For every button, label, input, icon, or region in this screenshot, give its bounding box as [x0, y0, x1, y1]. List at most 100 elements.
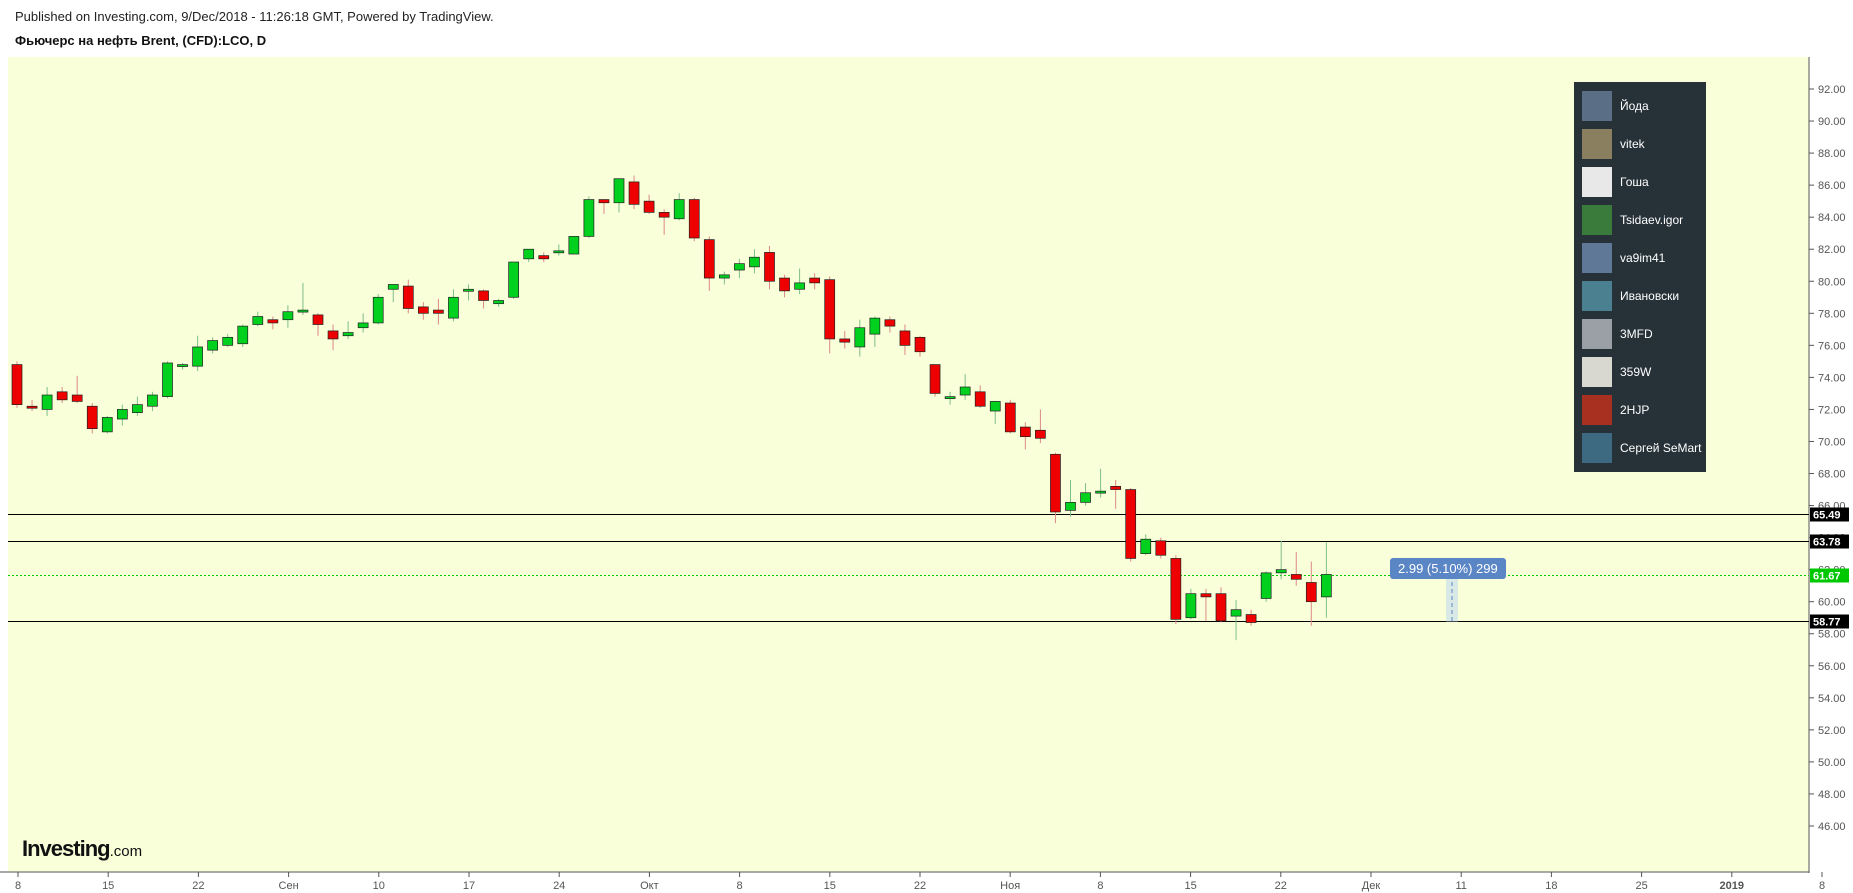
candle-up — [387, 284, 399, 290]
y-tick-label: 80.00 — [1818, 276, 1846, 288]
legend-item: Гоша — [1574, 163, 1706, 201]
legend-name: va9im41 — [1620, 251, 1666, 265]
candle-down — [86, 405, 98, 430]
plot-background — [8, 57, 1809, 872]
candle-down — [1170, 558, 1182, 620]
y-tick-label: 90.00 — [1818, 116, 1846, 128]
candle-up — [673, 199, 685, 220]
candle-up — [1065, 502, 1076, 511]
candle-up — [162, 362, 173, 397]
legend-name: Tsidaev.igor — [1620, 213, 1684, 227]
x-tick-label: 18 — [1545, 880, 1557, 892]
y-tick-label: 46.00 — [1818, 821, 1846, 833]
x-tick-label: 17 — [463, 880, 475, 892]
candle-down — [764, 252, 775, 282]
candle-up — [718, 274, 730, 279]
candle-up — [207, 340, 218, 351]
candle-up — [282, 311, 294, 321]
candle-down — [1200, 593, 1212, 598]
y-tick-label: 68.00 — [1818, 469, 1846, 481]
legend-item: Сергей SeMart — [1574, 429, 1706, 467]
candle-down — [418, 306, 429, 314]
legend-item: vitek — [1574, 125, 1706, 163]
candle-down — [1155, 540, 1167, 556]
price-badge-label: 63.78 — [1813, 537, 1841, 549]
y-tick-label: 88.00 — [1818, 148, 1846, 160]
x-tick-label: 15 — [824, 880, 836, 892]
published-note: Published on Investing.com, 9/Dec/2018 -… — [15, 9, 494, 24]
candle-down — [1019, 426, 1031, 438]
legend-item: Ивановски — [1574, 277, 1706, 315]
x-tick-label: 11 — [1455, 880, 1466, 892]
y-tick-label: 82.00 — [1818, 244, 1846, 256]
candle-down — [433, 309, 444, 314]
y-tick-label: 84.00 — [1818, 212, 1846, 224]
y-tick-label: 70.00 — [1818, 436, 1846, 448]
candle-up — [734, 263, 745, 271]
candle-down — [478, 290, 489, 301]
price-badge-label: 65.49 — [1813, 510, 1841, 522]
candle-down — [1050, 453, 1061, 513]
candle-up — [357, 322, 369, 329]
candle-up — [342, 332, 354, 337]
x-tick-label: Дек — [1362, 880, 1381, 892]
candle-down — [56, 391, 68, 401]
candle-up — [448, 296, 459, 319]
y-tick-label: 54.00 — [1818, 693, 1846, 705]
y-tick-label: 60.00 — [1818, 597, 1846, 609]
y-tick-label: 78.00 — [1818, 308, 1846, 320]
candle-down — [899, 330, 911, 346]
candle-down — [779, 277, 790, 292]
legend-item: va9im41 — [1574, 239, 1706, 277]
candle-down — [703, 239, 715, 279]
candle-down — [688, 199, 700, 239]
candle-up — [252, 316, 264, 325]
y-tick-label: 92.00 — [1818, 84, 1846, 96]
candle-up — [132, 404, 143, 413]
legend-name: 3MFD — [1620, 327, 1653, 341]
candle-down — [1290, 574, 1302, 580]
legend-name: 359W — [1620, 365, 1652, 379]
x-tick-label: 15 — [102, 880, 114, 892]
x-tick-label: 22 — [192, 880, 204, 892]
candle-up — [1320, 574, 1332, 598]
candle-down — [267, 319, 279, 324]
candle-up — [177, 364, 188, 367]
candle-up — [1095, 490, 1106, 494]
y-tick-label: 74.00 — [1818, 372, 1846, 384]
x-axis: 8 15 22 Сен 10 17 24 Окт 8 15 22 Ноя 8 15 22 Дек 11 18 25 2… — [15, 872, 1825, 892]
legend-name: Ивановски — [1620, 289, 1680, 303]
price-badge — [1810, 568, 1849, 583]
measure-label: 2.99 (5.10%) 299 — [1390, 558, 1506, 579]
price-badges: 65.49 63.78 58.77 61.67 — [1810, 507, 1849, 629]
avatar — [1582, 167, 1612, 197]
x-tick-label: Сен — [279, 880, 299, 892]
y-tick-label: 52.00 — [1818, 725, 1846, 737]
x-tick-label: 22 — [1275, 880, 1287, 892]
candle-down — [839, 338, 851, 343]
candle-up — [613, 178, 625, 204]
candle-down — [71, 394, 83, 402]
y-tick-label: 58.00 — [1818, 629, 1846, 641]
y-tick-label: 48.00 — [1818, 789, 1846, 801]
candle-up — [222, 336, 234, 346]
y-tick-label: 86.00 — [1818, 180, 1846, 192]
legend-name: Гоша — [1620, 175, 1649, 189]
y-tick-label: 56.00 — [1818, 661, 1846, 673]
y-tick-label: 76.00 — [1818, 340, 1846, 352]
price-badge — [1810, 534, 1849, 549]
legend-name: Йода — [1620, 99, 1649, 113]
avatar — [1582, 433, 1612, 463]
legend-item: 2HJP — [1574, 391, 1706, 429]
candle-down — [1035, 429, 1046, 439]
candle-down — [974, 391, 986, 407]
avatar — [1582, 91, 1612, 121]
legend-item: Tsidaev.igor — [1574, 201, 1706, 239]
legend-name: vitek — [1620, 137, 1645, 151]
x-tick-label: Окт — [640, 880, 659, 892]
candle-down — [884, 319, 896, 327]
participants-legend: Йода vitek Гоша Tsidaev.igor va9im41 Ивановск… — [1574, 82, 1706, 472]
candle-up — [493, 300, 504, 305]
candle-down — [809, 277, 821, 284]
